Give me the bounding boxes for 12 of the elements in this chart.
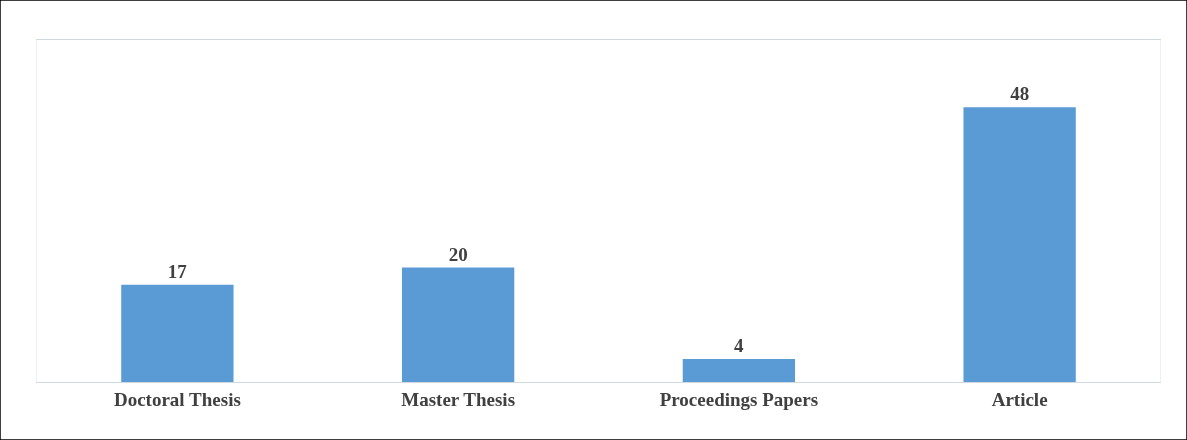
data-label: 48 bbox=[1010, 83, 1030, 105]
x-tick-label: Proceedings Papers bbox=[659, 388, 819, 410]
data-label: 17 bbox=[167, 260, 188, 282]
bar bbox=[121, 284, 234, 382]
bar bbox=[682, 359, 796, 382]
bar bbox=[401, 267, 515, 382]
x-tick-label: Article bbox=[991, 388, 1048, 410]
data-label: 4 bbox=[733, 335, 744, 357]
x-tick-label: Master Thesis bbox=[401, 388, 516, 410]
data-label: 20 bbox=[448, 243, 468, 265]
x-tick-label: Doctoral Thesis bbox=[113, 388, 241, 410]
bar bbox=[963, 107, 1076, 382]
